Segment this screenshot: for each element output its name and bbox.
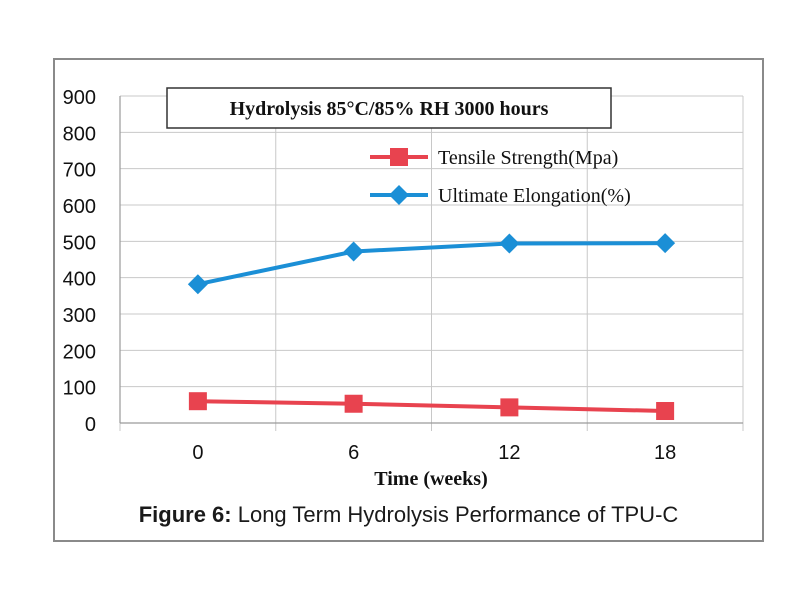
- figure-frame: [53, 58, 764, 542]
- gridlines: [119, 95, 744, 431]
- figure-caption-text: Long Term Hydrolysis Performance of TPU-…: [231, 502, 679, 527]
- legend-marker-square: [390, 148, 408, 166]
- legend-label: Tensile Strength(Mpa): [438, 147, 618, 169]
- y-tick-label: 200: [63, 341, 96, 363]
- y-tick-label: 900: [63, 87, 96, 109]
- y-tick-label: 300: [63, 305, 96, 327]
- chart-title-box: Hydrolysis 85°C/85% RH 3000 hours: [166, 87, 612, 129]
- series: [187, 233, 676, 421]
- y-tick-label: 400: [63, 269, 96, 291]
- x-tick-label: 12: [498, 442, 520, 464]
- chart-title: Hydrolysis 85°C/85% RH 3000 hours: [230, 98, 549, 120]
- y-tick-label: 700: [63, 160, 96, 182]
- figure-caption: Figure 6: Long Term Hydrolysis Performan…: [56, 502, 761, 528]
- data-point-square: [188, 392, 207, 411]
- legend-label: Ultimate Elongation(%): [438, 185, 631, 207]
- data-point-diamond: [343, 241, 364, 262]
- y-tick-label: 800: [63, 123, 96, 145]
- data-point-square: [344, 394, 363, 413]
- legend: Tensile Strength(Mpa) Ultimate Elongation…: [370, 147, 631, 207]
- data-point-diamond: [499, 233, 520, 254]
- y-tick-label: 100: [63, 378, 96, 400]
- data-point-diamond: [187, 274, 208, 295]
- data-point-diamond: [655, 233, 676, 254]
- x-tick-label: 18: [654, 442, 676, 464]
- data-point-square: [656, 402, 675, 421]
- y-tick-label: 0: [85, 414, 96, 436]
- series-line: [197, 399, 666, 414]
- data-point-square: [500, 398, 519, 417]
- x-tick-label: 6: [348, 442, 359, 464]
- y-tick-label: 500: [63, 232, 96, 254]
- figure-caption-label: Figure 6:: [138, 502, 232, 527]
- x-axis-label: Time (weeks): [374, 468, 488, 490]
- legend-marker-diamond: [389, 185, 409, 205]
- axes: 0 100 200 300 400 500 600 700 800 900 0 6 12 18: [63, 87, 743, 464]
- y-tick-label: 600: [63, 196, 96, 218]
- series-line: [197, 241, 666, 287]
- x-tick-label: 0: [192, 442, 203, 464]
